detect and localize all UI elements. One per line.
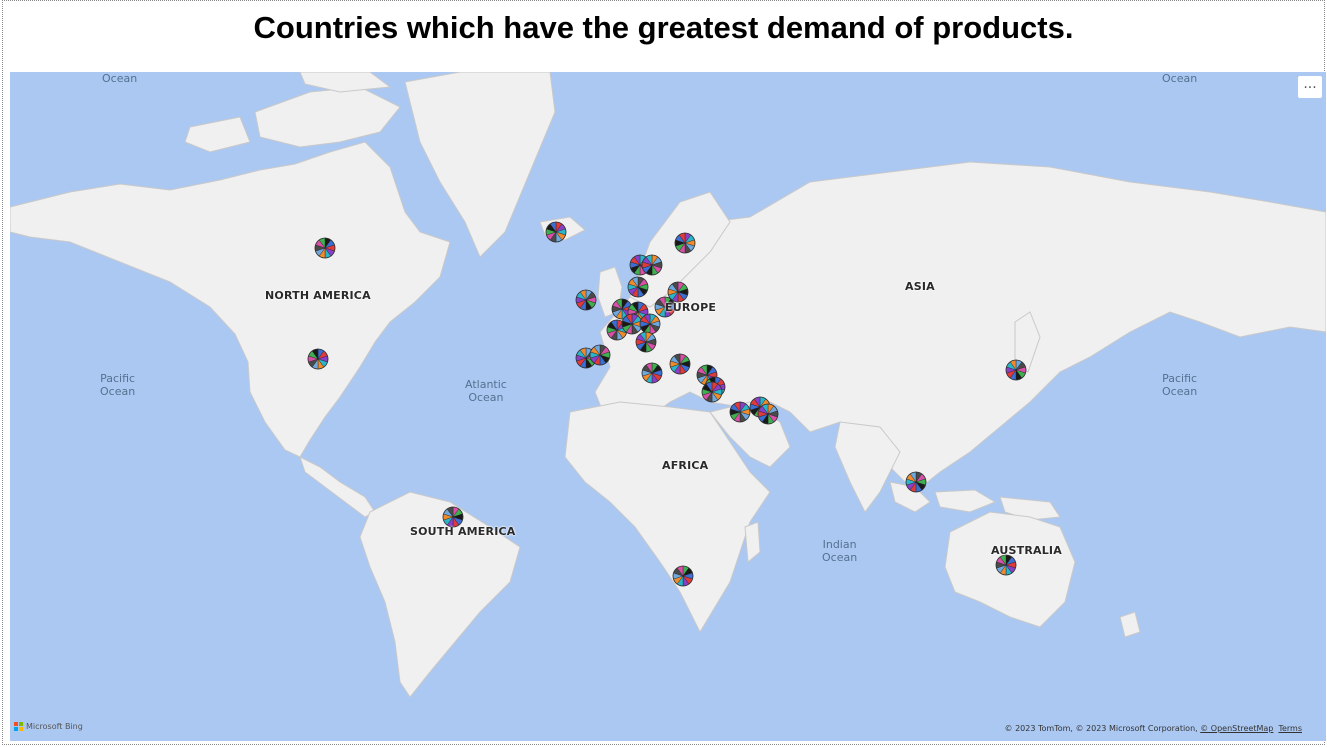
- pie-outline: [627, 276, 649, 298]
- pie-outline: [669, 353, 691, 375]
- bing-attribution: Microsoft Bing: [14, 722, 83, 731]
- map-title: Countries which have the greatest demand…: [253, 10, 1074, 45]
- microsoft-logo-icon: [14, 722, 23, 731]
- pie-marker-germany-east[interactable]: [654, 296, 676, 318]
- pie-outline: [729, 401, 751, 423]
- bing-label: Microsoft Bing: [26, 722, 83, 731]
- copyright-text: © 2023 TomTom, © 2023 Microsoft Corporat…: [1004, 724, 1201, 733]
- pie-marker-finland[interactable]: [674, 232, 696, 254]
- land-central-america: [299, 456, 376, 518]
- land-arctic-islands: [254, 86, 401, 148]
- continent-label-europe: EUROPE: [665, 301, 717, 314]
- land-masses: [10, 72, 1326, 698]
- pie-outline: [442, 506, 464, 528]
- continent-label-asia: ASIA: [905, 280, 935, 293]
- terms-link[interactable]: Terms: [1278, 724, 1302, 733]
- pie-marker-ireland[interactable]: [575, 289, 597, 311]
- pie-marker-malta[interactable]: [641, 362, 663, 384]
- continent-label-africa: AFRICA: [662, 459, 709, 472]
- pie-marker-italy[interactable]: [635, 331, 657, 353]
- map-svg: [10, 72, 1326, 698]
- pie-marker-iceland[interactable]: [545, 221, 567, 243]
- pie-marker-saudi[interactable]: [729, 401, 751, 423]
- land-eurasia: [594, 161, 1326, 493]
- pie-marker-turkey[interactable]: [696, 364, 718, 386]
- land-south-america: [359, 491, 521, 698]
- land-new-zealand: [1119, 611, 1141, 638]
- pie-outline: [654, 296, 676, 318]
- pie-outline: [672, 565, 694, 587]
- pie-outline: [635, 331, 657, 353]
- map-canvas[interactable]: Ocean Ocean Pacific Ocean Atlantic Ocean…: [10, 72, 1326, 741]
- pie-marker-qatar[interactable]: [757, 403, 779, 425]
- land-japan: [1014, 311, 1041, 373]
- map-copyright: © 2023 TomTom, © 2023 Microsoft Corporat…: [1005, 724, 1302, 733]
- pie-outline: [641, 254, 663, 276]
- land-madagascar: [744, 521, 761, 563]
- pie-outline: [545, 221, 567, 243]
- pie-outline: [757, 403, 779, 425]
- ocean-label-atlantic: Atlantic Ocean: [465, 378, 507, 404]
- pie-marker-spain[interactable]: [589, 344, 611, 366]
- pie-outline: [701, 381, 723, 403]
- pie-marker-australia[interactable]: [995, 554, 1017, 576]
- pie-marker-sweden[interactable]: [641, 254, 663, 276]
- pie-marker-lebanon[interactable]: [701, 381, 723, 403]
- pie-outline: [905, 471, 927, 493]
- ocean-label-top-right: Ocean: [1162, 72, 1198, 85]
- land-greenland: [404, 72, 556, 258]
- pie-marker-brazil[interactable]: [442, 506, 464, 528]
- continent-label-north-america: NORTH AMERICA: [265, 289, 371, 302]
- pie-outline: [674, 232, 696, 254]
- pie-marker-greece[interactable]: [669, 353, 691, 375]
- osm-link[interactable]: © OpenStreetMap: [1200, 724, 1274, 733]
- land-india: [834, 421, 901, 513]
- pie-marker-denmark[interactable]: [627, 276, 649, 298]
- pie-marker-belgium[interactable]: [621, 313, 643, 335]
- pie-marker-south-africa[interactable]: [672, 565, 694, 587]
- pie-outline: [307, 348, 329, 370]
- ocean-label-pacific-right: Pacific Ocean: [1162, 372, 1198, 398]
- pie-outline: [641, 362, 663, 384]
- pie-markers: [307, 221, 1027, 587]
- continent-label-australia: AUSTRALIA: [991, 544, 1062, 557]
- pie-outline: [1005, 359, 1027, 381]
- pie-marker-germany[interactable]: [627, 301, 649, 323]
- pie-marker-canada[interactable]: [314, 237, 336, 259]
- pie-marker-usa[interactable]: [307, 348, 329, 370]
- ocean-label-indian: Indian Ocean: [822, 538, 858, 564]
- pie-outline: [575, 289, 597, 311]
- land-north-america: [10, 141, 451, 458]
- more-options-button[interactable]: ...: [1298, 76, 1322, 98]
- pie-outline: [589, 344, 611, 366]
- pie-outline: [995, 554, 1017, 576]
- pie-marker-austria[interactable]: [639, 313, 661, 335]
- pie-outline: [667, 281, 689, 303]
- pie-outline: [314, 237, 336, 259]
- ocean-label-pacific-left: Pacific Ocean: [100, 372, 136, 398]
- pie-marker-japan[interactable]: [1005, 359, 1027, 381]
- continent-label-south-america: SOUTH AMERICA: [410, 525, 516, 538]
- ocean-label-top-left: Ocean: [102, 72, 138, 85]
- pie-marker-singapore[interactable]: [905, 471, 927, 493]
